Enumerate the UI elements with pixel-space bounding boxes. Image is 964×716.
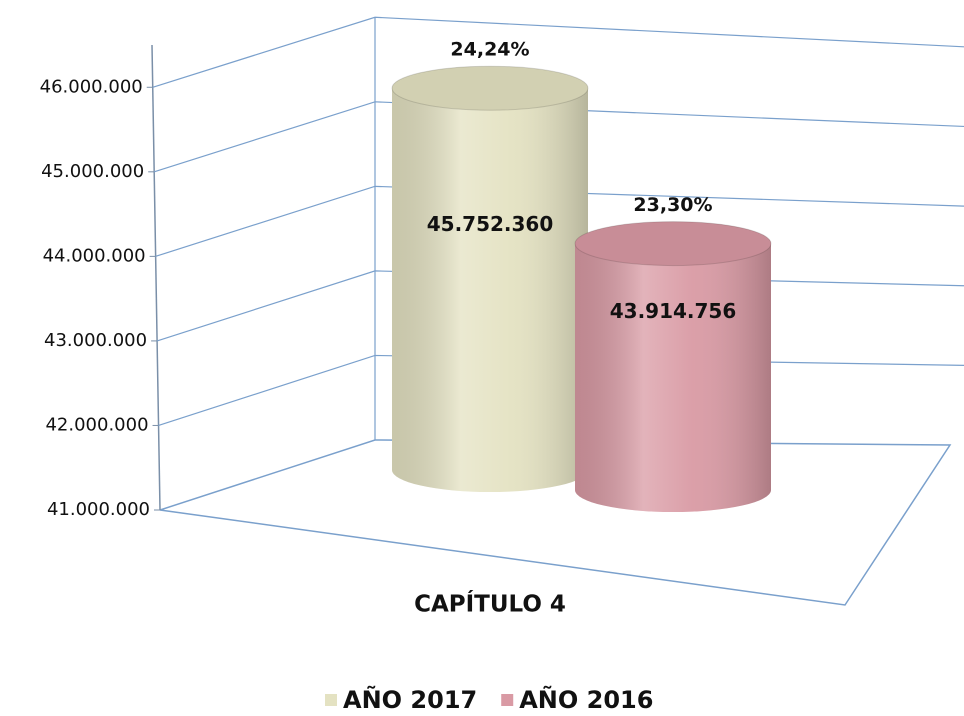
cylinder: [391, 65, 589, 492]
y-axis: [151, 44, 161, 511]
cylinder-shade: [392, 88, 588, 492]
y-tick-label: 43.000.000: [44, 330, 147, 351]
grid-line: [154, 101, 964, 173]
cylinder-shade: [575, 243, 771, 513]
legend-label: AÑO 2016: [519, 685, 653, 714]
cylinder-top: [574, 221, 772, 267]
grid-line: [152, 16, 964, 88]
value-label: 45.752.360: [427, 212, 554, 236]
cylinder-top: [391, 65, 589, 111]
legend-label: AÑO 2017: [343, 685, 477, 714]
share-label: 23,30%: [633, 194, 712, 216]
y-tick-label: 44.000.000: [43, 245, 146, 266]
legend-swatch: [325, 694, 337, 706]
legend-swatch: [501, 694, 514, 706]
share-label: 24,24%: [450, 39, 529, 61]
y-tick-label: 46.000.000: [40, 76, 143, 97]
floor: [159, 439, 952, 606]
grid-line: [155, 185, 964, 257]
y-tick-label: 42.000.000: [45, 414, 148, 435]
y-tick-label: 45.000.000: [41, 161, 144, 182]
cylinder-top-shade: [575, 221, 771, 266]
cylinder-top-shade: [392, 66, 588, 111]
value-label: 43.914.756: [610, 299, 737, 323]
cylinder: [574, 221, 772, 513]
y-tick-label: 41.000.000: [47, 499, 150, 520]
x-tick-label: CAPÍTULO 4: [414, 590, 566, 618]
